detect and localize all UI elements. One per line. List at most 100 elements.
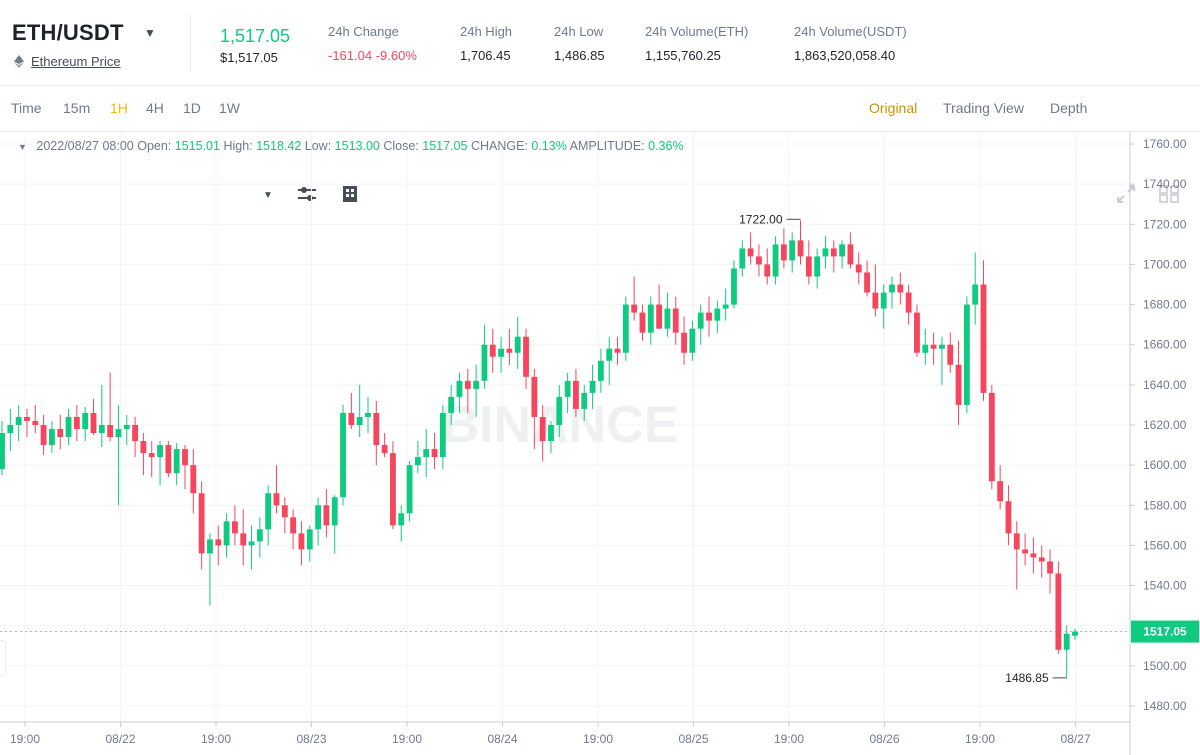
y-tick-label: 1500.00: [1143, 659, 1187, 673]
stat-label: 24h Change: [328, 24, 399, 39]
candle-body: [681, 332, 687, 353]
candle-body: [90, 412, 97, 434]
y-tick-label: 1720.00: [1143, 217, 1187, 231]
interval-time[interactable]: Time: [11, 100, 42, 116]
header-divider: [190, 14, 191, 72]
ohlc-change-label: CHANGE:: [470, 139, 528, 153]
candle-body: [864, 272, 870, 293]
candle-body: [955, 364, 962, 405]
candle-body: [15, 416, 22, 425]
candle-body: [980, 284, 987, 393]
stat-24h-volume-usdt: 24h Volume(USDT) 1,863,520,058.40: [794, 24, 907, 63]
stat-24h-change: 24h Change -161.04 -9.60%: [328, 24, 417, 63]
y-tick-label: 1580.00: [1143, 498, 1187, 512]
stat-24h-volume-eth: 24h Volume(ETH) 1,155,760.25: [645, 24, 748, 63]
candle-body: [198, 493, 205, 554]
stat-value: -161.04 -9.60%: [328, 48, 417, 63]
candle-body: [939, 344, 945, 349]
candle-body: [223, 521, 230, 546]
left-panel-handle[interactable]: [0, 640, 6, 676]
chart-layout-icon[interactable]: [342, 185, 358, 203]
candle-body: [473, 380, 480, 389]
view-trading-view[interactable]: Trading View: [943, 100, 1024, 116]
ohlc-high: 1518.42: [256, 139, 302, 153]
y-tick-label: 1740.00: [1143, 177, 1187, 191]
candle-body: [789, 240, 796, 261]
candle-body: [589, 380, 596, 393]
stat-value: 1,863,520,058.40: [794, 48, 896, 63]
candle-body: [398, 513, 405, 526]
more-intervals-chevron-down-icon[interactable]: ▼: [263, 190, 273, 201]
candle-body: [1038, 557, 1045, 562]
candle-body: [24, 416, 30, 421]
candle-body: [57, 429, 64, 438]
candle-body: [32, 420, 39, 425]
view-original[interactable]: Original: [869, 100, 918, 116]
view-depth[interactable]: Depth: [1050, 100, 1088, 116]
ohlc-low-label: Low:: [304, 139, 332, 153]
candle-body: [597, 360, 604, 381]
x-tick-label: 08/26: [869, 732, 899, 746]
candle-body: [464, 380, 471, 389]
candle-body: [548, 424, 554, 442]
candle-body: [706, 312, 712, 321]
candle-body: [930, 344, 937, 349]
candle-body: [722, 304, 729, 309]
fullscreen-icon[interactable]: [1116, 184, 1136, 204]
candle-body: [606, 348, 613, 361]
candle-body: [573, 380, 579, 409]
candle-body: [140, 441, 147, 454]
candle-body: [523, 336, 529, 377]
candle-body: [830, 248, 837, 257]
candle-body: [240, 533, 247, 546]
candle-body: [622, 304, 629, 353]
chart-toolbar: Time 15m 1H 4H 1D 1W ▼ Original Trading …: [0, 86, 1200, 203]
x-tick-label: 19:00: [965, 732, 995, 746]
candle-body: [922, 344, 929, 353]
candle-body: [365, 412, 371, 417]
candle-body: [631, 304, 638, 313]
candle-body: [880, 292, 887, 309]
candle-body: [814, 256, 821, 277]
interval-1d[interactable]: 1D: [183, 100, 201, 116]
stat-label: 24h Volume(USDT): [794, 24, 907, 39]
x-tick-label: 08/24: [487, 732, 517, 746]
candle-body: [639, 312, 646, 333]
interval-15m[interactable]: 15m: [63, 100, 91, 116]
candle-body: [1072, 631, 1078, 636]
ethereum-price-link[interactable]: Ethereum Price: [14, 54, 121, 69]
candle-body: [98, 424, 105, 434]
candle-body: [498, 348, 504, 357]
ethereum-price-link-label[interactable]: Ethereum Price: [31, 54, 121, 69]
candle-body: [489, 344, 496, 357]
candle-body: [564, 380, 571, 397]
y-tick-label: 1660.00: [1143, 338, 1187, 352]
pair-dropdown-caret-icon[interactable]: ▼: [144, 26, 156, 40]
x-tick-label: 19:00: [10, 732, 40, 746]
ohlc-open-label: Open:: [137, 139, 172, 153]
candle-body: [315, 505, 321, 530]
grid-icon[interactable]: [1159, 185, 1179, 203]
candlestick-chart[interactable]: BINANCE 1480.001500.001520.001540.001560…: [0, 132, 1200, 755]
pair-title[interactable]: ETH/USDT: [12, 20, 124, 45]
candle-body: [756, 256, 762, 265]
candle-body: [805, 256, 812, 277]
candle-body: [431, 449, 438, 458]
ohlc-close: 1517.05: [422, 139, 468, 153]
stat-24h-low: 24h Low 1,486.85: [554, 24, 605, 63]
interval-4h[interactable]: 4H: [146, 100, 164, 116]
ethereum-logo-icon: [14, 55, 24, 68]
interval-1w[interactable]: 1W: [219, 100, 240, 116]
candle-body: [614, 348, 621, 353]
candle-body: [132, 424, 138, 442]
candle-body: [381, 445, 388, 454]
candle-body: [373, 412, 380, 446]
y-tick-label: 1540.00: [1143, 579, 1187, 593]
candle-body: [972, 284, 979, 305]
candle-body: [889, 284, 895, 293]
stat-24h-high: 24h High 1,706.45: [460, 24, 512, 63]
chart-labels: 1722.00 1486.85 1517.05: [0, 212, 1199, 685]
interval-1h[interactable]: 1H: [110, 100, 128, 116]
x-tick-label: 19:00: [392, 732, 422, 746]
legend-collapse-caret-icon[interactable]: ▼: [18, 142, 27, 152]
